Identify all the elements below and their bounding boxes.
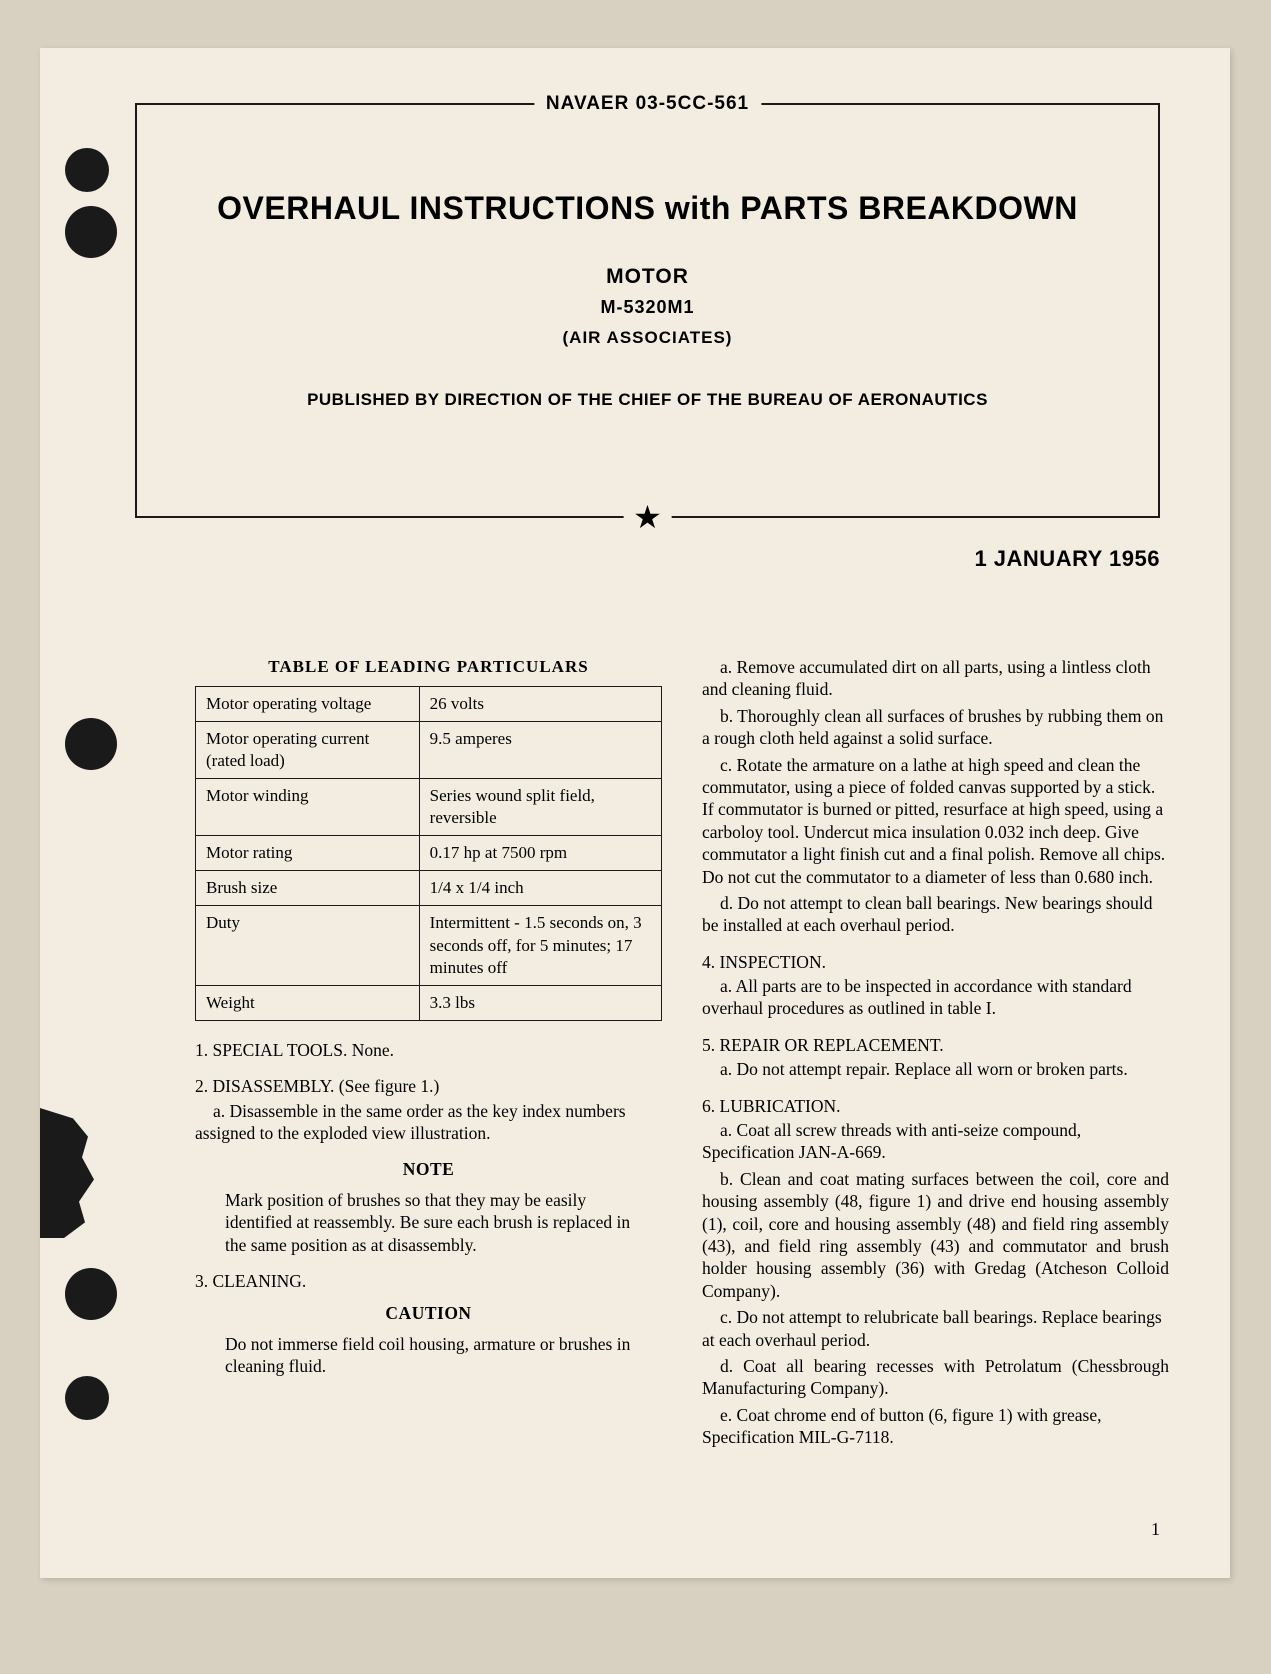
published-by: PUBLISHED BY DIRECTION OF THE CHIEF OF T…: [137, 390, 1158, 410]
punch-hole-icon: [65, 148, 109, 192]
section-5-head: 5. REPAIR OR REPLACEMENT.: [702, 1034, 1169, 1056]
document-title: OVERHAUL INSTRUCTIONS with PARTS BREAKDO…: [137, 190, 1158, 227]
table-cell: Weight: [196, 985, 420, 1020]
note-heading: NOTE: [195, 1158, 662, 1180]
table-row: Motor operating current (rated load)9.5 …: [196, 721, 662, 778]
section-2-head: 2. DISASSEMBLY. (See figure 1.): [195, 1075, 662, 1097]
table-cell: Intermittent - 1.5 seconds on, 3 seconds…: [419, 906, 661, 985]
section-3-d: d. Do not attempt to clean ball bearings…: [702, 892, 1169, 937]
punch-hole-icon: [65, 1268, 117, 1320]
caution-heading: CAUTION: [195, 1302, 662, 1324]
section-6-head: 6. LUBRICATION.: [702, 1095, 1169, 1117]
table-cell: 26 volts: [419, 686, 661, 721]
section-6-b: b. Clean and coat mating surfaces betwee…: [702, 1168, 1169, 1302]
page-number: 1: [1151, 1519, 1160, 1540]
section-6-a: a. Coat all screw threads with anti-seiz…: [702, 1119, 1169, 1164]
punch-hole-icon: [65, 1376, 109, 1420]
section-4-a: a. All parts are to be inspected in acco…: [702, 975, 1169, 1020]
table-caption: TABLE OF LEADING PARTICULARS: [195, 656, 662, 678]
section-4-head: 4. INSPECTION.: [702, 951, 1169, 973]
left-column: TABLE OF LEADING PARTICULARS Motor opera…: [195, 656, 662, 1453]
section-1: 1. SPECIAL TOOLS. None.: [195, 1039, 662, 1061]
right-column: a. Remove accumulated dirt on all parts,…: [702, 656, 1169, 1453]
title-frame: NAVAER 03-5CC-561 OVERHAUL INSTRUCTIONS …: [135, 103, 1160, 518]
table-cell: Motor operating voltage: [196, 686, 420, 721]
section-5-a: a. Do not attempt repair. Replace all wo…: [702, 1058, 1169, 1080]
note-body: Mark position of brushes so that they ma…: [225, 1189, 632, 1256]
table-row: Motor rating0.17 hp at 7500 rpm: [196, 836, 662, 871]
table-cell: Motor winding: [196, 779, 420, 836]
content-columns: TABLE OF LEADING PARTICULARS Motor opera…: [195, 656, 1170, 1453]
table-row: DutyIntermittent - 1.5 seconds on, 3 sec…: [196, 906, 662, 985]
table-cell: 0.17 hp at 7500 rpm: [419, 836, 661, 871]
table-row: Brush size1/4 x 1/4 inch: [196, 871, 662, 906]
table-row: Motor operating voltage26 volts: [196, 686, 662, 721]
document-number: NAVAER 03-5CC-561: [534, 93, 761, 115]
table-row: Weight3.3 lbs: [196, 985, 662, 1020]
table-cell: Duty: [196, 906, 420, 985]
punch-hole-icon: [65, 206, 117, 258]
table-cell: 9.5 amperes: [419, 721, 661, 778]
particulars-table: Motor operating voltage26 volts Motor op…: [195, 686, 662, 1021]
section-3-c: c. Rotate the armature on a lathe at hig…: [702, 754, 1169, 888]
section-2-a: a. Disassemble in the same order as the …: [195, 1100, 662, 1145]
table-cell: Series wound split field, reversible: [419, 779, 661, 836]
section-3-a: a. Remove accumulated dirt on all parts,…: [702, 656, 1169, 701]
section-3-b: b. Thoroughly clean all surfaces of brus…: [702, 705, 1169, 750]
document-page: NAVAER 03-5CC-561 OVERHAUL INSTRUCTIONS …: [40, 48, 1230, 1578]
section-6-e: e. Coat chrome end of button (6, figure …: [702, 1404, 1169, 1449]
punch-hole-icon: [65, 718, 117, 770]
table-cell: 1/4 x 1/4 inch: [419, 871, 661, 906]
table-cell: Motor operating current (rated load): [196, 721, 420, 778]
table-cell: 3.3 lbs: [419, 985, 661, 1020]
document-subtitle-1: MOTOR: [137, 265, 1158, 289]
table-row: Motor windingSeries wound split field, r…: [196, 779, 662, 836]
document-date: 1 JANUARY 1956: [974, 546, 1160, 572]
torn-edge-icon: [40, 1108, 100, 1238]
table-cell: Motor rating: [196, 836, 420, 871]
document-subtitle-3: (AIR ASSOCIATES): [137, 328, 1158, 348]
section-6-c: c. Do not attempt to relubricate ball be…: [702, 1306, 1169, 1351]
section-3-head: 3. CLEANING.: [195, 1270, 662, 1292]
caution-body: Do not immerse field coil housing, armat…: [225, 1333, 632, 1378]
section-6-d: d. Coat all bearing recesses with Petrol…: [702, 1355, 1169, 1400]
document-subtitle-2: M-5320M1: [137, 297, 1158, 318]
table-cell: Brush size: [196, 871, 420, 906]
star-icon: ★: [623, 501, 672, 533]
